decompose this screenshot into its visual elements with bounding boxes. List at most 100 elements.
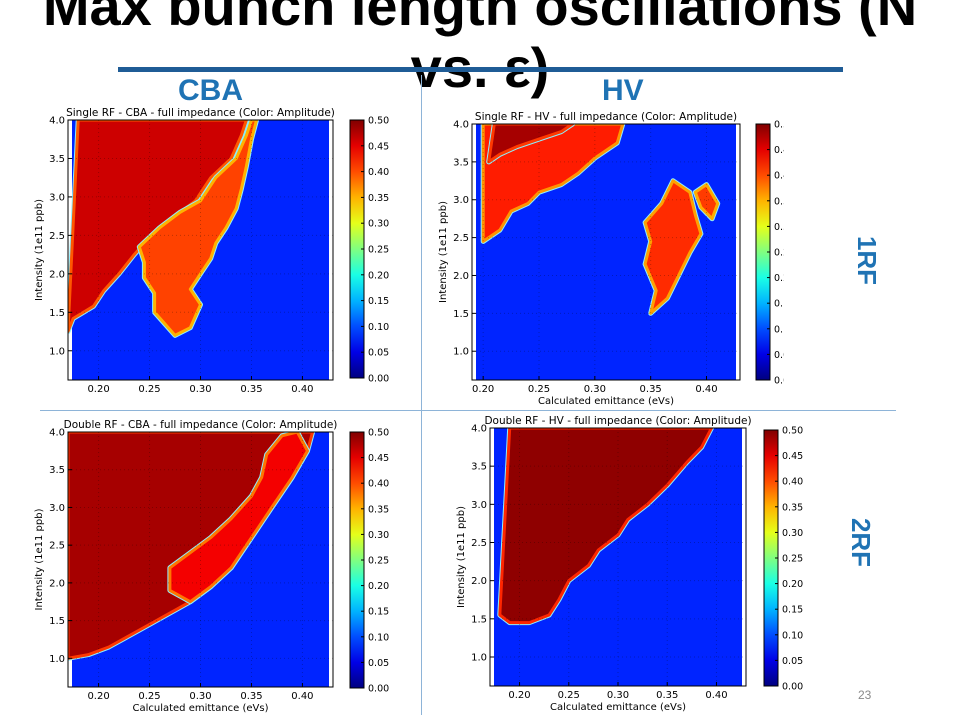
colorbar-tick-label: 0.10 (774, 324, 784, 335)
x-tick-label: 0.30 (189, 384, 211, 394)
x-tick-label: 0.25 (138, 691, 160, 702)
y-tick-label: 3.5 (453, 157, 469, 168)
y-tick-label: 1.0 (471, 652, 487, 663)
y-axis-label: Intensity (1e11 ppb) (456, 506, 467, 608)
colorbar-tick-label: 0.10 (368, 322, 389, 333)
colorbar-tick-label: 0.25 (368, 556, 389, 567)
colorbar-tick-label: 0.05 (368, 658, 389, 669)
colorbar-tick-label: 0.40 (782, 477, 803, 488)
page-number: 23 (858, 688, 872, 702)
y-tick-label: 3.0 (49, 503, 65, 514)
colorbar-tick-label: 0.25 (368, 245, 389, 256)
colorbar-tick-label: 0.15 (774, 299, 784, 310)
y-tick-label: 1.0 (453, 347, 469, 358)
y-tick-label: 4.0 (49, 116, 65, 127)
x-tick-label: 0.30 (607, 690, 629, 701)
colorbar-tick-label: 0.45 (368, 141, 389, 152)
colorbar-tick-label: 0.15 (782, 605, 803, 616)
x-tick-label: 0.40 (705, 690, 727, 701)
chart-title: Double RF - CBA - full impedance (Color:… (64, 419, 338, 431)
row-label-2rf: 2RF (846, 517, 877, 568)
colorbar-tick-label: 0.45 (774, 145, 784, 156)
heatmap-single-rf-hv: Single RF - HV - full impedance (Color: … (438, 111, 784, 406)
axes-frame (471, 123, 741, 381)
y-tick-label: 4.0 (471, 424, 487, 435)
y-tick-label: 2.5 (49, 231, 65, 242)
row-label-1rf: 1RF (852, 235, 883, 286)
amplitude-region (168, 432, 309, 604)
x-axis-label: Calculated emittance (eVs) (550, 702, 686, 713)
colorbar-tick-label: 0.40 (368, 479, 389, 490)
colorbar-tick-label: 0.05 (368, 348, 389, 359)
colorbar-tick-label: 0.10 (368, 632, 389, 643)
heatmap-field (68, 120, 329, 380)
colorbar-tick-label: 0.20 (368, 581, 389, 592)
slide-title-line1: Max bunch length oscillations (N (42, 0, 918, 37)
y-tick-label: 2.5 (49, 541, 65, 552)
colorbar-tick-label: 0.30 (368, 530, 389, 541)
y-tick-label: 1.5 (49, 308, 65, 319)
y-tick-label: 2.5 (471, 538, 487, 549)
x-tick-label: 0.35 (240, 384, 262, 394)
heatmap-field (68, 432, 329, 687)
y-tick-label: 1.0 (49, 346, 65, 357)
colorbar-tick-label: 0.45 (782, 451, 803, 462)
x-tick-label: 0.20 (87, 691, 109, 702)
y-tick-label: 3.5 (471, 462, 487, 473)
heatmap-field (476, 124, 736, 380)
chart-title: Single RF - HV - full impedance (Color: … (475, 111, 737, 123)
x-axis-label: Calculated emittance (eVs) (538, 396, 674, 406)
colorbar-tick-label: 0.30 (774, 222, 784, 233)
column-label-cba: CBA (178, 74, 243, 107)
y-tick-label: 3.0 (453, 195, 469, 206)
colorbar-tick-label: 0.25 (782, 554, 803, 565)
colorbar-tick-label: 0.50 (774, 120, 784, 131)
x-axis-label: Calculated emittance (eVs) (132, 703, 268, 714)
horizontal-divider (40, 410, 896, 411)
y-tick-label: 1.5 (453, 309, 469, 320)
x-tick-label: 0.20 (472, 384, 494, 395)
y-tick-label: 4.0 (49, 428, 65, 439)
amplitude-region (481, 124, 625, 243)
colorbar-tick-label: 0.35 (368, 504, 389, 515)
colorbar-tick-label: 0.40 (368, 167, 389, 178)
chart-title: Single RF - CBA - full impedance (Color:… (66, 107, 335, 119)
heatmap-field (494, 428, 742, 686)
x-tick-label: 0.35 (656, 690, 678, 701)
colorbar-tick-label: 0.45 (368, 453, 389, 464)
chart-title: Double RF - HV - full impedance (Color: … (484, 415, 751, 427)
y-axis-label: Intensity (1e11 ppb) (438, 201, 449, 303)
x-tick-label: 0.35 (640, 384, 662, 395)
title-underline (118, 67, 843, 72)
x-tick-label: 0.25 (558, 690, 580, 701)
x-tick-label: 0.25 (528, 384, 550, 395)
amplitude-region (643, 179, 703, 315)
amplitude-region (498, 428, 713, 625)
y-tick-label: 1.5 (49, 616, 65, 627)
colorbar-tick-label: 0.50 (368, 428, 389, 439)
colorbar-tick-label: 0.35 (368, 193, 389, 204)
heatmap-single-rf-cba: Single RF - CBA - full impedance (Color:… (34, 107, 389, 394)
amplitude-region (137, 120, 259, 337)
colorbar-tick-label: 0.20 (782, 579, 803, 590)
y-tick-label: 4.0 (453, 120, 469, 131)
y-tick-label: 3.0 (49, 192, 65, 203)
colorbar-tick-label: 0.20 (368, 270, 389, 281)
y-axis-label: Intensity (1e11 ppb) (34, 508, 45, 610)
x-tick-label: 0.30 (584, 384, 606, 395)
vertical-divider (421, 75, 422, 715)
y-tick-label: 1.0 (49, 654, 65, 665)
colorbar-tick-label: 0.15 (368, 296, 389, 307)
colorbar-tick-label: 0.05 (774, 350, 784, 361)
x-tick-label: 0.30 (189, 691, 211, 702)
x-tick-label: 0.20 (508, 690, 530, 701)
column-label-hv: HV (602, 74, 644, 107)
colorbar-tick-label: 0.50 (782, 426, 803, 437)
colorbar-tick-label: 0.40 (774, 171, 784, 182)
y-tick-label: 2.0 (453, 271, 469, 282)
x-tick-label: 0.40 (695, 384, 717, 395)
y-tick-label: 2.0 (471, 576, 487, 587)
y-tick-label: 1.5 (471, 614, 487, 625)
colorbar-tick-label: 0.30 (782, 528, 803, 539)
amplitude-region (693, 183, 720, 221)
